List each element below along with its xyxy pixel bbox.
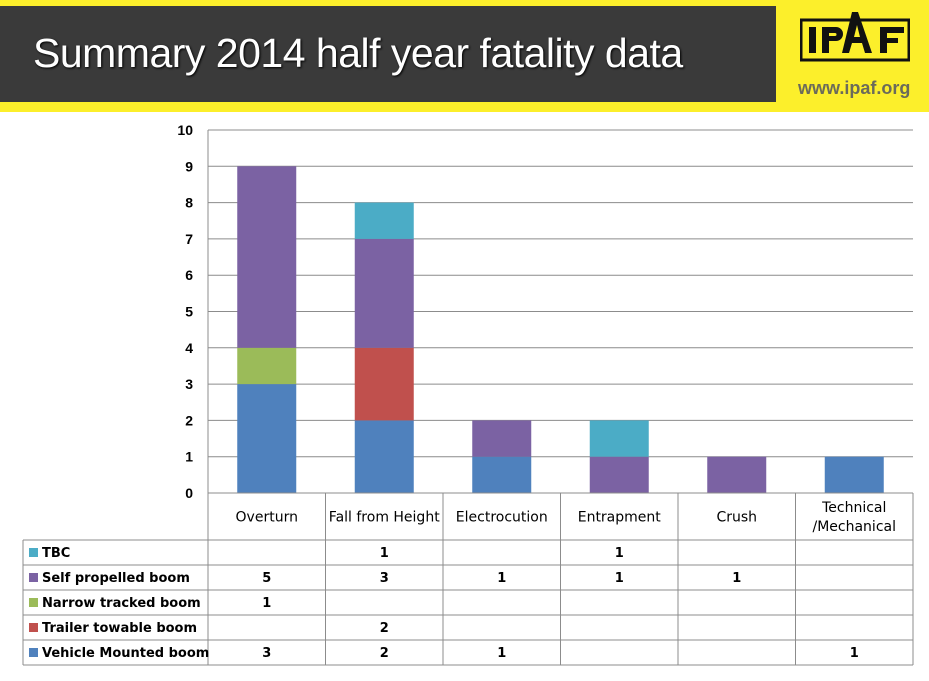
bar-segment — [824, 456, 884, 493]
legend-label: Self propelled boom — [42, 571, 190, 586]
y-tick-label: 9 — [185, 158, 193, 174]
bar-segment — [589, 420, 649, 457]
data-table-value: 1 — [732, 571, 741, 586]
bar-segment — [237, 166, 297, 348]
bar-segment — [472, 456, 532, 493]
category-label: Technical — [821, 500, 886, 516]
data-table-value: 3 — [262, 646, 271, 661]
y-tick-label: 8 — [185, 195, 193, 211]
data-table-value: 1 — [497, 646, 506, 661]
data-table-value: 1 — [262, 596, 271, 611]
data-table-value: 3 — [380, 571, 389, 586]
bar-segment — [707, 456, 767, 493]
bar-segment — [354, 347, 414, 421]
bar-segment — [354, 238, 414, 348]
data-table-value: 2 — [380, 621, 389, 636]
y-tick-label: 2 — [185, 412, 193, 428]
legend-label: TBC — [42, 546, 70, 561]
legend-label: Trailer towable boom — [42, 621, 197, 636]
legend-swatch — [29, 648, 38, 657]
data-table-value: 2 — [380, 646, 389, 661]
data-table-value: 1 — [615, 571, 624, 586]
website-url: www.ipaf.org — [798, 78, 911, 98]
bar-segment — [354, 420, 414, 493]
data-table-value: 1 — [615, 546, 624, 561]
category-label: Fall from Height — [329, 510, 440, 526]
y-tick-label: 3 — [185, 376, 193, 392]
legend-label: Narrow tracked boom — [42, 596, 201, 611]
page-title: Summary 2014 half year fatality data — [33, 30, 683, 76]
legend-swatch — [29, 623, 38, 632]
ipaf-logo — [800, 12, 910, 62]
category-label: Overturn — [236, 510, 298, 526]
y-tick-label: 4 — [185, 340, 193, 356]
legend-swatch — [29, 573, 38, 582]
legend-swatch — [29, 548, 38, 557]
title-box: Summary 2014 half year fatality data — [0, 6, 776, 102]
y-tick-label: 10 — [177, 122, 193, 138]
y-tick-label: 1 — [185, 449, 193, 465]
data-table-value: 5 — [262, 571, 271, 586]
data-table-value: 1 — [497, 571, 506, 586]
bar-segment — [354, 202, 414, 239]
bar-segment — [237, 347, 297, 385]
category-label: Entrapment — [578, 510, 662, 526]
bar-segment — [472, 420, 532, 457]
y-tick-label: 5 — [185, 304, 193, 320]
data-table-value: 1 — [850, 646, 859, 661]
data-table-value: 1 — [380, 546, 389, 561]
category-label: Crush — [716, 510, 757, 526]
y-tick-label: 6 — [185, 267, 193, 283]
category-label: Electrocution — [456, 510, 548, 526]
legend-swatch — [29, 598, 38, 607]
legend-label: Vehicle Mounted boom — [42, 646, 209, 661]
bar-segment — [589, 456, 649, 493]
y-tick-label: 7 — [185, 231, 193, 247]
bar-segment — [237, 384, 297, 493]
category-label: /Mechanical — [813, 519, 897, 535]
y-tick-label: 0 — [185, 485, 193, 501]
